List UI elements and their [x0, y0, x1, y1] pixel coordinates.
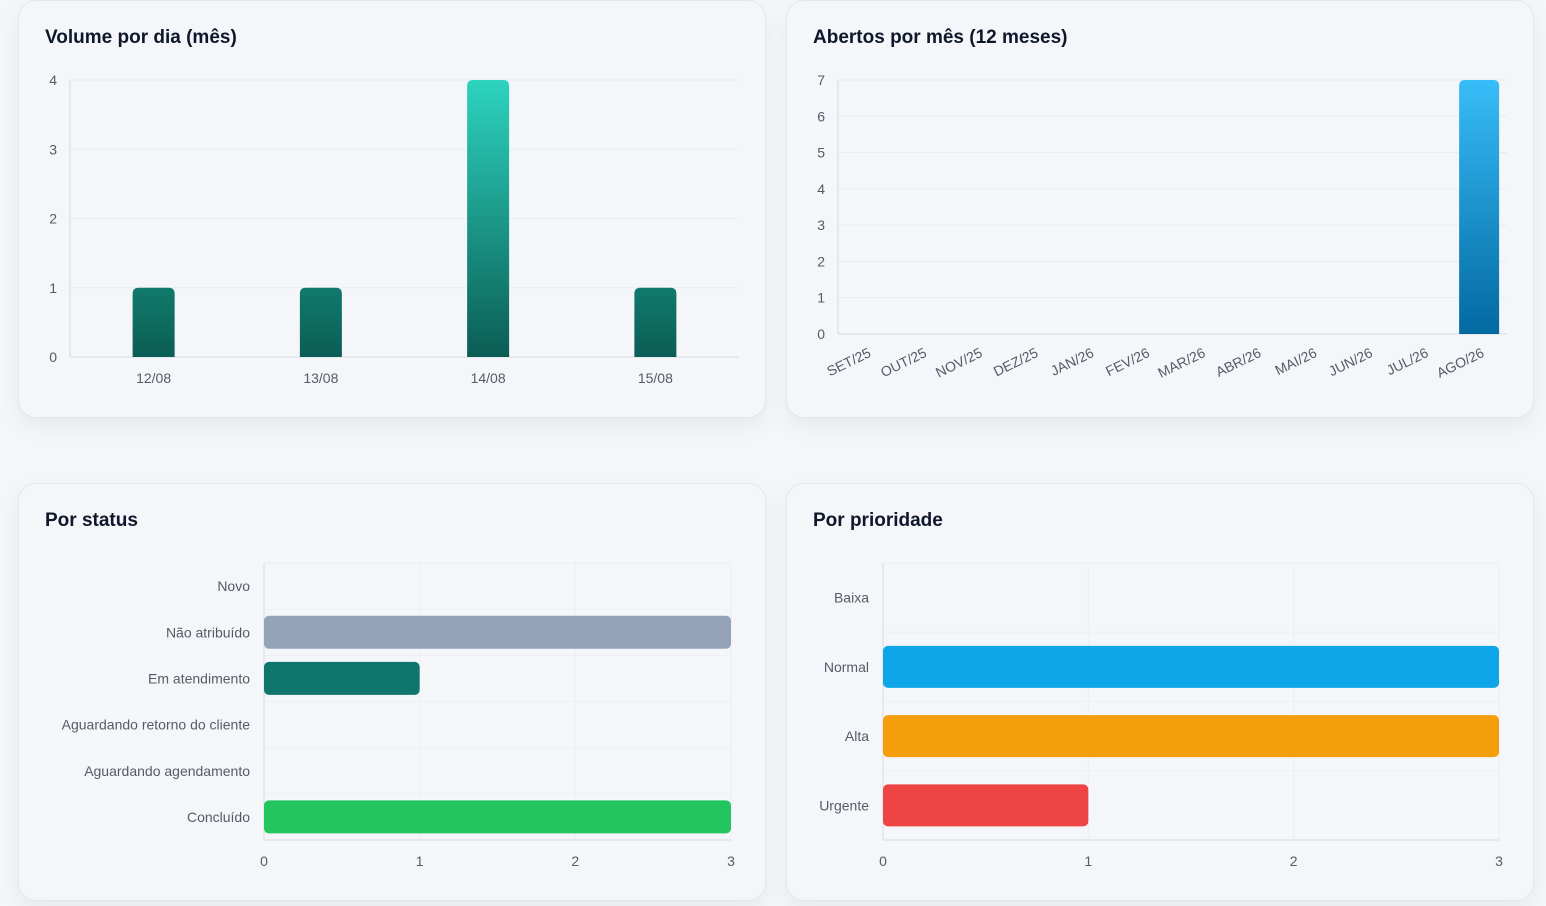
x-tick-label: 1 — [416, 853, 424, 869]
y-tick-label: 7 — [817, 72, 825, 88]
y-tick-label: 0 — [49, 349, 57, 365]
x-tick-label: 12/08 — [136, 370, 171, 386]
y-tick-label: Alta — [845, 728, 869, 744]
x-tick-label: NOV/25 — [933, 344, 985, 380]
y-tick-label: 2 — [817, 253, 825, 269]
y-tick-label: 1 — [49, 280, 57, 296]
bar — [1459, 80, 1500, 334]
chart-card-por-prioridade: Por prioridade 0 1 2 3 Baixa Normal Alta Urgent… — [786, 483, 1534, 901]
bar — [132, 287, 175, 357]
bar — [883, 715, 1499, 758]
chart-card-abertos-por-mes: Abertos por mês (12 meses) 0 1 2 3 4 5 6 7 SET/2… — [786, 0, 1534, 418]
chart-title: Por prioridade — [813, 510, 943, 531]
y-tick-label: 4 — [49, 72, 57, 88]
chart-card-por-status: Por status 0 1 2 3 Novo Não atribuído Em atend… — [18, 483, 766, 901]
x-tick-label: JAN/26 — [1048, 344, 1096, 379]
x-tick-label: MAR/26 — [1155, 344, 1208, 381]
y-tick-label: Urgente — [819, 797, 869, 813]
y-tick-label: 3 — [49, 141, 57, 157]
x-tick-label: 15/08 — [638, 370, 673, 386]
y-tick-label: 6 — [817, 108, 825, 124]
chart-card-volume-por-dia: Volume por dia (mês) 0 1 2 3 4 12/08 13/08 14/0… — [18, 0, 766, 418]
bar — [634, 287, 677, 357]
x-tick-label: 2 — [1290, 853, 1298, 869]
y-tick-label: Aguardando retorno do cliente — [62, 717, 251, 733]
x-tick-label: MAI/26 — [1272, 344, 1319, 378]
x-tick-label: 2 — [571, 853, 579, 869]
por-status-chart: 0 1 2 3 Novo Não atribuído Em atendimento Aguar… — [62, 562, 735, 869]
x-tick-label: 13/08 — [303, 370, 338, 386]
y-tick-label: 4 — [817, 181, 825, 197]
y-tick-label: 3 — [817, 217, 825, 233]
y-tick-label: 1 — [817, 290, 825, 306]
y-tick-label: Normal — [824, 659, 869, 675]
x-tick-label: ABR/26 — [1213, 344, 1264, 380]
x-tick-label: JUN/26 — [1326, 344, 1375, 379]
bar — [467, 80, 510, 357]
chart-title: Por status — [45, 510, 138, 531]
y-tick-label: 5 — [817, 145, 825, 161]
abertos-por-mes-chart: 0 1 2 3 4 5 6 7 SET/25 OUT/25 NOV/25 DEZ/25 JAN/26 FE… — [817, 72, 1507, 381]
chart-title: Volume por dia (mês) — [45, 27, 237, 48]
x-tick-label: 1 — [1084, 853, 1092, 869]
y-tick-label: Não atribuído — [166, 624, 250, 640]
bar — [264, 661, 420, 695]
x-tick-label: SET/25 — [824, 344, 873, 379]
y-tick-label: Em atendimento — [148, 670, 250, 686]
x-tick-label: 0 — [879, 853, 887, 869]
volume-por-dia-chart: 0 1 2 3 4 12/08 13/08 14/08 15/08 — [49, 72, 739, 386]
bar — [883, 784, 1089, 827]
x-tick-label: 3 — [727, 853, 735, 869]
por-prioridade-chart: 0 1 2 3 Baixa Normal Alta Urgente — [819, 562, 1503, 869]
y-tick-label: Novo — [217, 578, 250, 594]
x-tick-label: 0 — [260, 853, 268, 869]
x-tick-label: OUT/25 — [878, 344, 929, 380]
y-tick-label: Concluído — [187, 809, 250, 825]
x-tick-label: 3 — [1495, 853, 1503, 869]
x-tick-label: JUL/26 — [1384, 344, 1431, 378]
y-tick-label: 2 — [49, 211, 57, 227]
chart-title: Abertos por mês (12 meses) — [813, 27, 1068, 48]
y-tick-label: Baixa — [834, 590, 869, 606]
x-tick-label: AGO/26 — [1434, 344, 1487, 381]
y-tick-label: 0 — [817, 326, 825, 342]
bar — [299, 287, 342, 357]
bar — [883, 645, 1499, 688]
bar — [264, 615, 731, 649]
x-tick-label: DEZ/25 — [991, 344, 1041, 379]
x-tick-label: 14/08 — [471, 370, 506, 386]
bar — [264, 800, 731, 834]
y-tick-label: Aguardando agendamento — [84, 763, 250, 779]
x-tick-label: FEV/26 — [1103, 344, 1152, 379]
